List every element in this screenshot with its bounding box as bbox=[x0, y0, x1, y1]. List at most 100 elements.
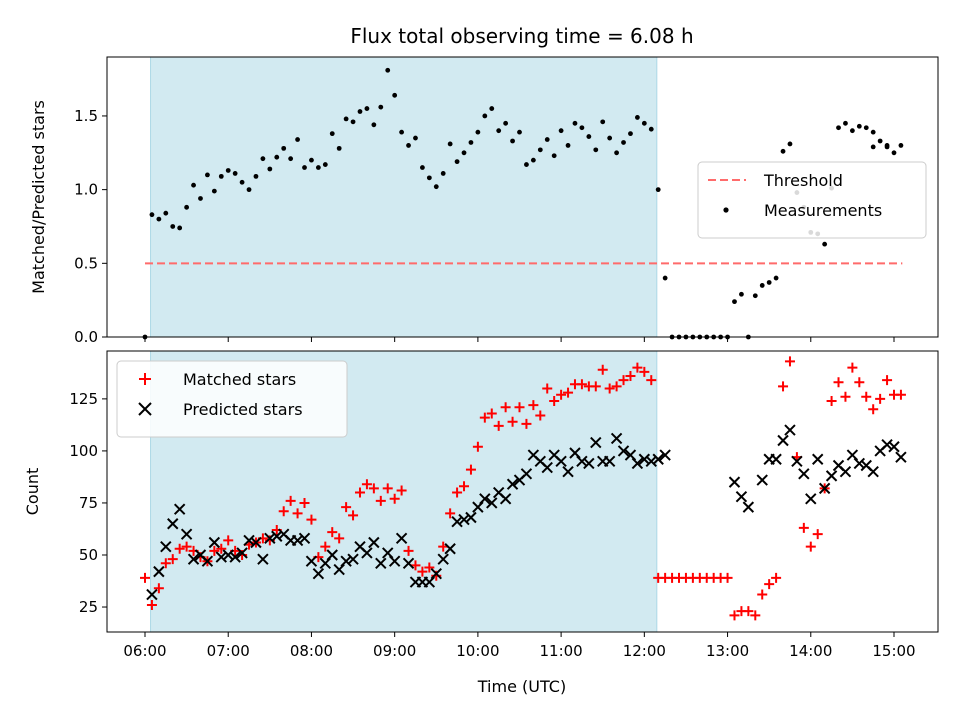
x-tick-label: 08:00 bbox=[290, 642, 333, 660]
predicted-star-point bbox=[201, 555, 214, 567]
matched-star-point bbox=[410, 560, 421, 571]
predicted-star-point bbox=[853, 457, 866, 470]
y-tick-label: 1.0 bbox=[74, 181, 98, 199]
measurement-point bbox=[281, 145, 287, 151]
matched-star-point bbox=[632, 362, 643, 373]
measurement-point bbox=[870, 144, 876, 150]
x-tick-label: 14:00 bbox=[789, 642, 832, 660]
predicted-star-point bbox=[236, 547, 248, 559]
matched-star-point bbox=[299, 497, 310, 508]
measurement-point bbox=[655, 187, 661, 193]
predicted-star-point bbox=[402, 557, 415, 570]
measurement-point bbox=[482, 113, 488, 119]
predicted-star-point bbox=[617, 445, 630, 457]
matched-star-point bbox=[535, 410, 546, 421]
matched-star-point bbox=[639, 366, 650, 377]
measurement-point bbox=[232, 171, 238, 176]
measurement-point bbox=[218, 173, 224, 179]
predicted-star-point bbox=[153, 565, 165, 578]
matched-star-point bbox=[597, 364, 608, 375]
measurement-point bbox=[260, 156, 266, 162]
predicted-star-point bbox=[298, 532, 311, 545]
matched-star-point bbox=[590, 381, 601, 392]
predicted-star-point bbox=[812, 453, 824, 465]
matched-star-point bbox=[361, 479, 372, 490]
measurement-point bbox=[607, 135, 613, 141]
predicted-star-point bbox=[888, 441, 900, 453]
predicted-star-point bbox=[361, 547, 373, 559]
predicted-star-point bbox=[180, 528, 193, 540]
matched-star-point bbox=[826, 395, 837, 406]
predicted-star-point bbox=[215, 551, 227, 563]
matched-star-point bbox=[646, 375, 657, 386]
measurement-point bbox=[621, 140, 626, 145]
measurement-point bbox=[530, 157, 536, 163]
y-axis-label: Count bbox=[23, 468, 42, 516]
matched-star-point bbox=[771, 572, 782, 583]
legend-label: Predicted stars bbox=[183, 400, 303, 419]
matched-star-point bbox=[722, 572, 733, 583]
measurement-point bbox=[205, 172, 210, 178]
measurement-point bbox=[364, 106, 370, 111]
measurement-point bbox=[392, 92, 398, 98]
matched-star-point bbox=[459, 481, 470, 492]
predicted-star-point bbox=[610, 432, 623, 445]
chart-title: Flux total observing time = 6.08 h bbox=[350, 24, 693, 48]
x-tick-label: 06:00 bbox=[123, 642, 166, 660]
matched-star-point bbox=[472, 441, 483, 452]
measurement-point bbox=[399, 129, 405, 135]
matched-star-point bbox=[445, 508, 456, 519]
matched-star-point bbox=[438, 541, 449, 552]
matched-star-point bbox=[334, 533, 345, 544]
predicted-star-point bbox=[881, 438, 893, 451]
matched-star-point bbox=[174, 543, 185, 554]
measurement-point bbox=[836, 125, 841, 131]
measurement-point bbox=[288, 156, 294, 162]
measurement-point bbox=[329, 131, 335, 137]
legend-box bbox=[697, 161, 927, 239]
predicted-star-point bbox=[499, 493, 512, 505]
predicted-star-point bbox=[187, 553, 200, 565]
measurement-point bbox=[579, 125, 585, 131]
matched-star-point bbox=[452, 487, 463, 498]
measurement-point bbox=[454, 159, 460, 165]
predicted-star-point bbox=[659, 449, 671, 461]
measurement-point bbox=[420, 165, 425, 170]
measurement-point bbox=[426, 175, 432, 181]
predicted-star-point bbox=[479, 493, 491, 505]
legend: Threshold Measurements bbox=[697, 161, 927, 239]
measurement-point bbox=[191, 182, 196, 188]
measurement-point bbox=[413, 135, 418, 141]
matched-star-point bbox=[479, 412, 490, 423]
predicted-star-point bbox=[603, 455, 616, 468]
matched-star-point bbox=[618, 375, 629, 386]
predicted-star-point bbox=[791, 455, 803, 468]
measurement-point bbox=[385, 67, 391, 73]
measurement-point bbox=[253, 173, 259, 179]
predicted-star-point bbox=[305, 555, 318, 567]
x-tick-label: 10:00 bbox=[456, 642, 499, 660]
matched-star-point bbox=[625, 370, 636, 381]
matched-star-point bbox=[320, 541, 331, 552]
measurement-point bbox=[309, 157, 314, 163]
matched-star-point bbox=[882, 375, 893, 386]
matched-star-point bbox=[507, 416, 518, 427]
measurement-point bbox=[315, 165, 321, 170]
predicted-star-point bbox=[257, 553, 269, 565]
y-axis-label: Matched/Predicted stars bbox=[29, 100, 48, 294]
predicted-star-point bbox=[742, 501, 755, 513]
measurement-point bbox=[433, 184, 439, 190]
matched-star-point bbox=[306, 514, 317, 525]
matched-star-point bbox=[382, 483, 393, 494]
legend-label: Threshold bbox=[763, 171, 843, 190]
predicted-star-point bbox=[271, 530, 283, 542]
matched-star-point bbox=[604, 383, 615, 394]
measurement-point bbox=[406, 143, 411, 148]
x-tick-label: 13:00 bbox=[706, 642, 749, 660]
matched-star-point bbox=[396, 485, 407, 496]
measurement-point bbox=[246, 187, 252, 193]
predicted-star-point bbox=[326, 549, 338, 561]
predicted-star-point bbox=[590, 436, 602, 449]
matched-star-point bbox=[854, 377, 865, 388]
matched-star-point bbox=[278, 506, 289, 517]
